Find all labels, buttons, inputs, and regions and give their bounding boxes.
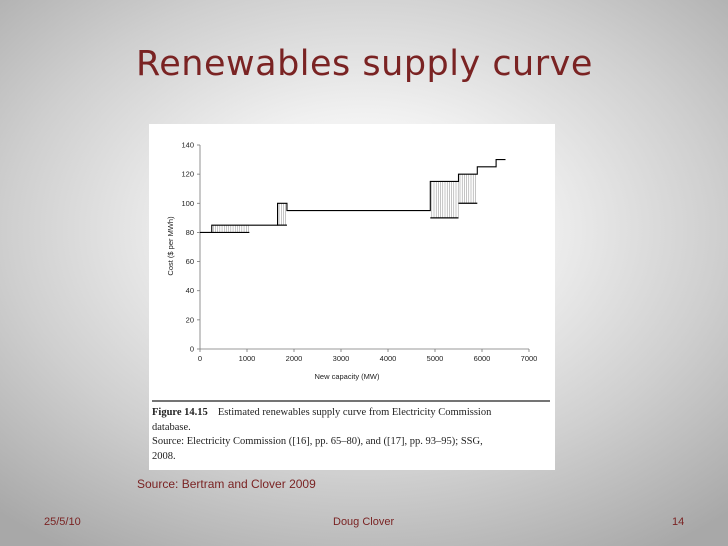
range-band	[430, 181, 459, 219]
footer-author: Doug Clover	[333, 516, 395, 528]
y-tick-label: 100	[181, 199, 194, 208]
y-tick-label: 120	[181, 170, 194, 179]
y-tick-label: 60	[186, 257, 194, 266]
supply-curve-line	[200, 159, 506, 233]
series-layer	[200, 159, 506, 233]
caption-line-2: database.	[152, 421, 191, 433]
slide-title: Renewables supply curve	[136, 44, 593, 84]
x-tick-label: 1000	[239, 354, 256, 363]
supply-curve-chart: 0 1000 2000 3000 4000 5000 6000 7000 0 20 40 60 80 10…	[166, 141, 537, 382]
x-tick-label: 7000	[521, 354, 538, 363]
caption-text-1: Estimated renewables supply curve from E…	[217, 407, 492, 418]
y-tick-label: 0	[190, 345, 194, 354]
source-note: Source: Bertram and Clover 2009	[137, 477, 316, 491]
footer-page-number: 14	[672, 516, 685, 528]
ticks: 0 1000 2000 3000 4000 5000 6000 7000 0 20 40 60 80 10…	[181, 141, 537, 364]
range-band	[458, 173, 478, 204]
range-bands	[211, 173, 478, 234]
caption-rule	[152, 400, 550, 402]
x-tick-label: 6000	[474, 354, 491, 363]
y-tick-label: 40	[186, 286, 194, 295]
footer-date: 25/5/10	[44, 516, 81, 528]
y-tick-label: 140	[181, 141, 194, 150]
figure-number: Figure 14.15	[152, 407, 208, 418]
x-tick-label: 2000	[286, 354, 303, 363]
x-tick-label: 3000	[333, 354, 350, 363]
figure-caption: Figure 14.15 Estimated renewables supply …	[152, 399, 550, 464]
y-tick-label: 20	[186, 315, 194, 324]
y-tick-label: 80	[186, 228, 194, 237]
x-axis-label: New capacity (MW)	[314, 372, 380, 381]
range-band	[277, 202, 287, 226]
caption-line-1: Figure 14.15 Estimated renewables supply …	[152, 406, 550, 421]
range-band	[211, 224, 250, 234]
x-tick-label: 5000	[427, 354, 444, 363]
caption-line-3: Source: Electricity Commission ([16], pp…	[152, 436, 483, 447]
y-axis-label: Cost ($ per MWh)	[166, 216, 175, 276]
caption-line-4: 2008.	[152, 450, 176, 462]
axes	[199, 145, 529, 350]
x-tick-label: 4000	[380, 354, 397, 363]
x-tick-label: 0	[198, 354, 202, 363]
figure-image: 0 1000 2000 3000 4000 5000 6000 7000 0 20 40 60 80 10…	[149, 124, 555, 470]
